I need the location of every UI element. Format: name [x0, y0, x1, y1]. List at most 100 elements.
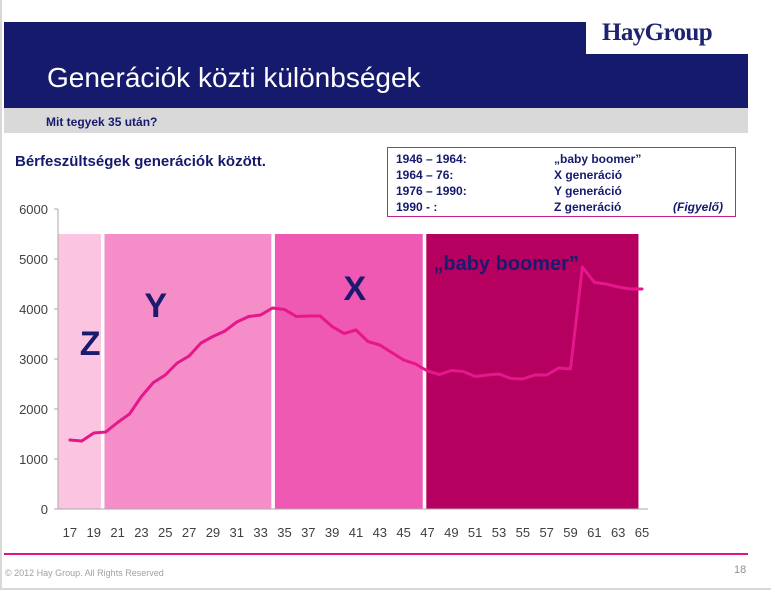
- data-point: [342, 332, 346, 335]
- data-point: [462, 370, 465, 373]
- x-tick-label: 59: [563, 525, 577, 540]
- data-point: [593, 281, 596, 284]
- generation-bands: [58, 234, 639, 509]
- data-point: [390, 351, 393, 354]
- data-point: [199, 341, 203, 345]
- data-point: [223, 329, 227, 333]
- data-point: [521, 377, 525, 381]
- legend-range: 1946 – 1964:: [396, 152, 467, 166]
- y-tick-label: 4000: [19, 302, 48, 317]
- page-number: 18: [734, 564, 747, 576]
- x-tick-label: 27: [182, 525, 196, 540]
- page-title: Generációk közti különbségek: [47, 62, 421, 93]
- data-point: [581, 265, 584, 269]
- chart-axes: 0 1000 2000 3000 4000 5000 6000 17 19 21 23 25 27 29 3…: [19, 202, 649, 540]
- data-point: [414, 362, 417, 366]
- data-point: [485, 373, 489, 377]
- band-label-3: „baby boomer”: [433, 253, 579, 275]
- data-point: [92, 431, 95, 435]
- data-point: [426, 369, 429, 373]
- x-tick-label: 35: [277, 525, 291, 540]
- data-point: [164, 373, 167, 377]
- subtitle-bar: [4, 108, 748, 133]
- x-tick-label: 45: [396, 525, 410, 540]
- y-tick-label: 6000: [19, 202, 48, 217]
- data-point: [497, 372, 501, 376]
- band-0: [58, 234, 101, 509]
- legend-generation: Z generáció: [554, 200, 622, 214]
- data-point: [473, 375, 477, 378]
- haygroup-logo: HayGroup: [602, 19, 713, 46]
- data-point: [378, 343, 382, 347]
- y-tick-label: 3000: [19, 352, 48, 367]
- data-point: [128, 412, 131, 416]
- data-point: [545, 373, 548, 377]
- subtitle: Mit tegyek 35 után?: [46, 115, 158, 129]
- slide-bottom-border: [0, 588, 771, 590]
- band-label-2: X: [343, 270, 366, 308]
- legend-source-note: (Figyelő): [673, 200, 723, 214]
- chart-series: [68, 265, 644, 443]
- legend-generation: Y generáció: [554, 184, 622, 198]
- generation-band-labels: Z Y X „baby boomer”: [80, 253, 579, 363]
- generation-legend-box: 1946 – 1964: „baby boomer” 1964 – 76: X …: [387, 147, 736, 217]
- legend-row: 1946 – 1964: „baby boomer”: [396, 152, 731, 168]
- data-point: [640, 287, 644, 291]
- y-tick-label: 2000: [19, 402, 48, 417]
- data-point: [319, 314, 322, 318]
- copyright: © 2012 Hay Group. All Rights Reserved: [5, 568, 164, 578]
- y-tick-label: 0: [41, 502, 48, 517]
- data-point: [152, 381, 155, 384]
- band-1: [104, 234, 272, 509]
- chart-heading: Bérfeszültségek generációk között.: [15, 153, 266, 170]
- data-point: [509, 377, 513, 380]
- x-tick-label: 23: [134, 525, 148, 540]
- data-point: [366, 340, 370, 343]
- x-tick-label: 49: [444, 525, 458, 540]
- data-point: [307, 314, 310, 318]
- data-point: [187, 354, 191, 358]
- data-point: [116, 421, 119, 424]
- data-point: [628, 287, 632, 291]
- x-tick-label: 63: [611, 525, 625, 540]
- legend-row: 1976 – 1990: Y generáció: [396, 184, 731, 200]
- footer-divider: [4, 553, 748, 555]
- data-point: [438, 373, 441, 376]
- legend-row: 1964 – 76: X generáció: [396, 168, 731, 184]
- x-tick-label: 19: [87, 525, 101, 540]
- data-point: [450, 369, 453, 372]
- x-tick-label: 53: [492, 525, 506, 540]
- x-tick-label: 29: [206, 525, 220, 540]
- x-tick-label: 57: [539, 525, 553, 540]
- data-point: [354, 328, 358, 332]
- band-2: [274, 234, 423, 509]
- logo-area: [586, 22, 748, 54]
- band-label-1: Y: [144, 287, 167, 325]
- legend-row: 1990 - : Z generáció (Figyelő): [396, 200, 731, 216]
- data-point: [533, 373, 536, 377]
- legend-generation: X generáció: [554, 168, 623, 182]
- x-tick-label: 41: [349, 525, 363, 540]
- x-tick-label: 25: [158, 525, 172, 540]
- salary-by-age-chart: 0 1000 2000 3000 4000 5000 6000 17 19 21 23 25 27 29 3…: [19, 202, 649, 540]
- x-tick-label: 39: [325, 525, 339, 540]
- x-tick-label: 31: [230, 525, 244, 540]
- data-point: [330, 325, 334, 328]
- data-point: [211, 335, 215, 338]
- data-point: [175, 361, 179, 365]
- data-point: [259, 313, 262, 317]
- legend-range: 1976 – 1990:: [396, 184, 467, 198]
- data-point: [271, 306, 274, 310]
- y-tick-label: 1000: [19, 452, 48, 467]
- data-point: [569, 367, 572, 371]
- data-point: [617, 285, 620, 289]
- y-tick-label: 5000: [19, 252, 48, 267]
- data-point: [140, 395, 143, 398]
- data-point: [295, 315, 298, 318]
- legend-range: 1990 - :: [396, 200, 438, 214]
- x-tick-label: 33: [253, 525, 267, 540]
- data-point: [283, 308, 286, 311]
- x-tick-label: 51: [468, 525, 482, 540]
- x-tick-label: 61: [587, 525, 601, 540]
- x-tick-label: 17: [63, 525, 77, 540]
